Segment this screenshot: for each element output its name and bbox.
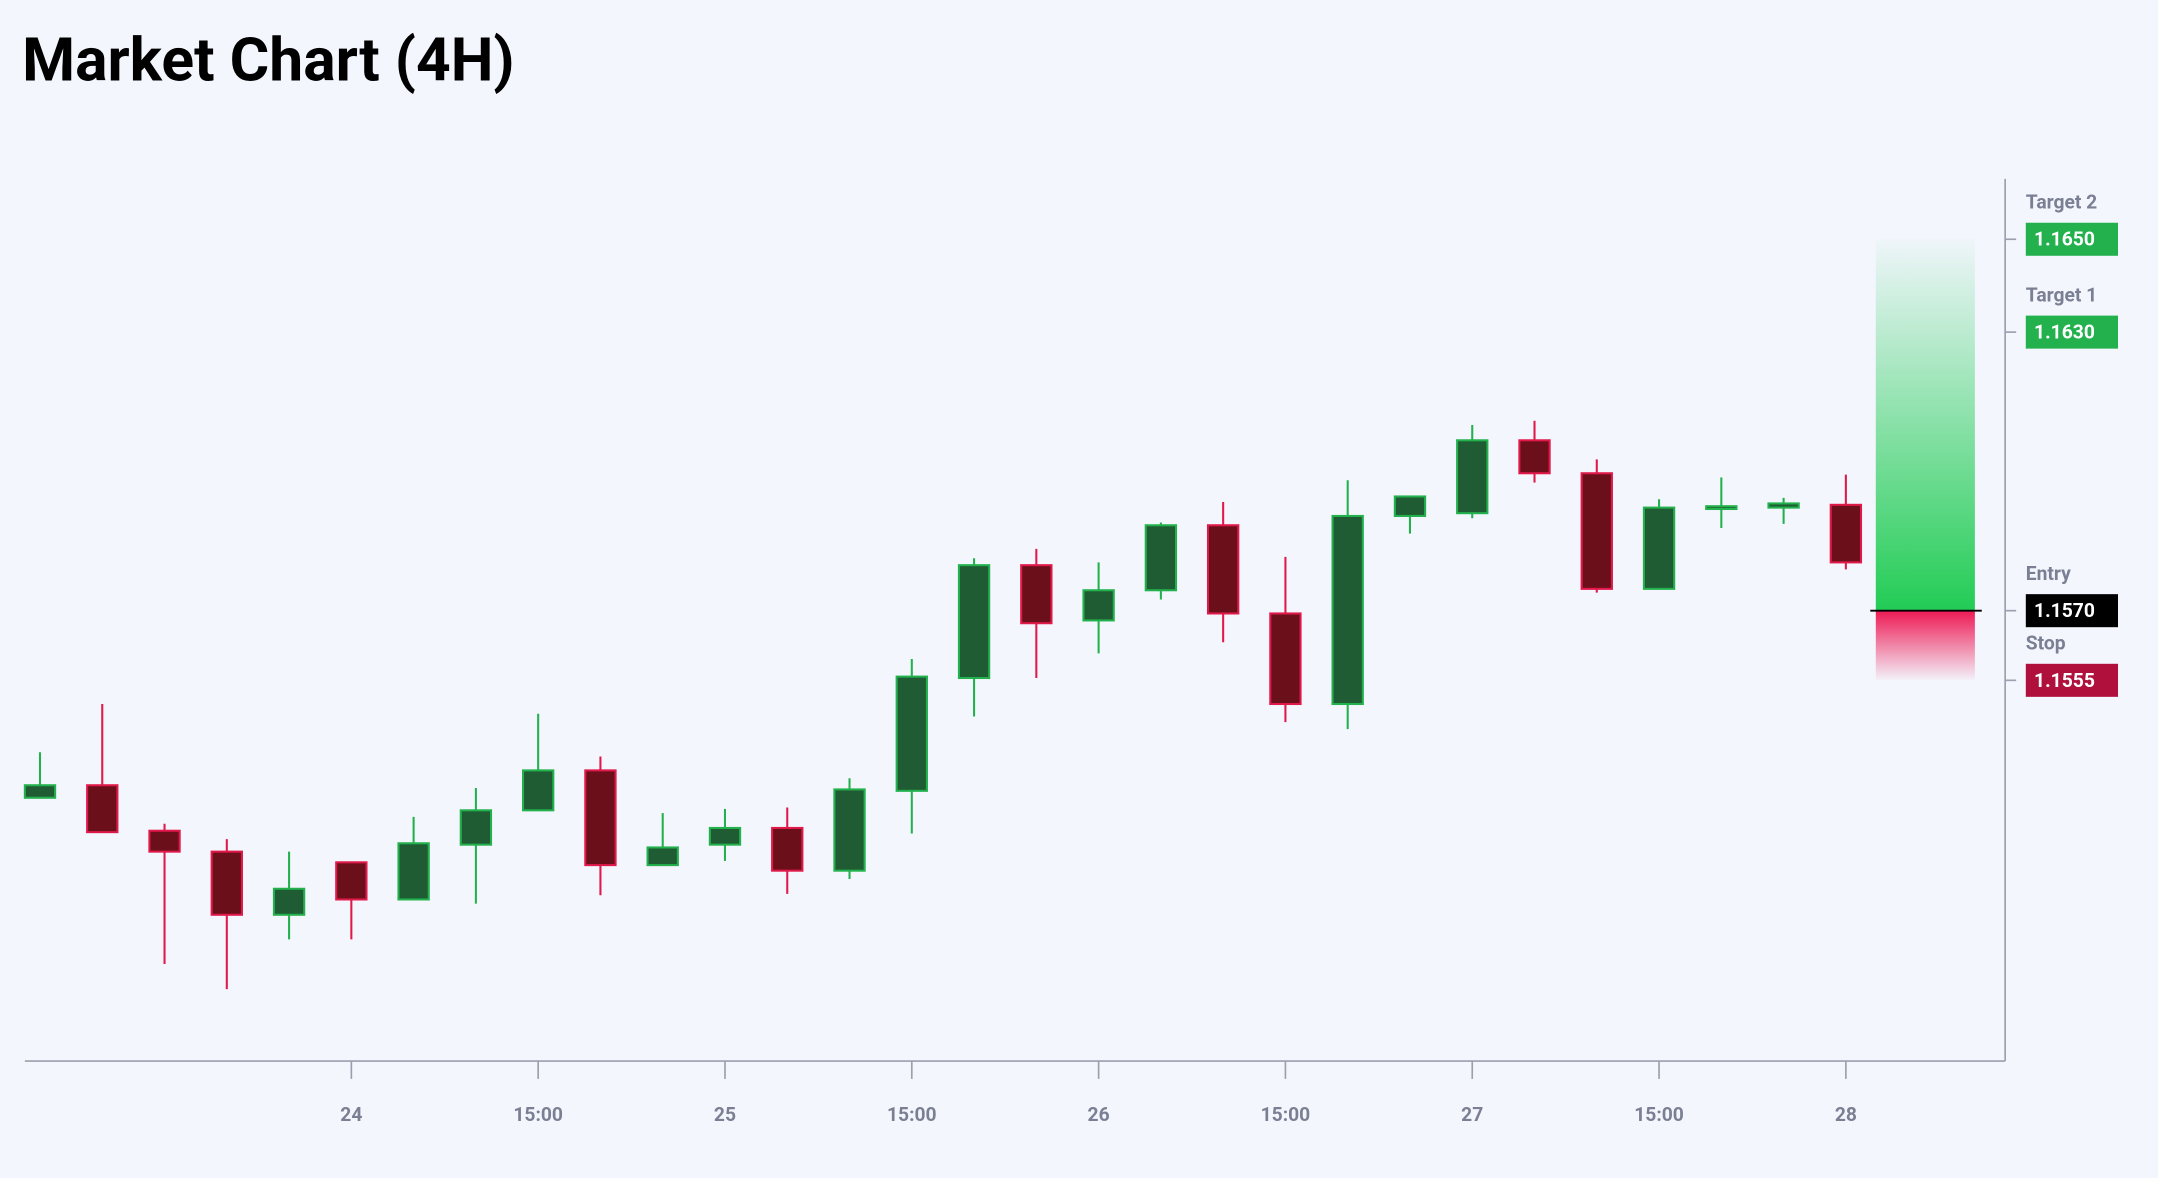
candle-body — [210, 850, 243, 916]
candle-body — [86, 784, 119, 834]
candle-body — [1829, 503, 1863, 564]
candle-body — [1082, 589, 1115, 622]
candle-body — [646, 846, 679, 867]
candle-body — [1456, 439, 1489, 515]
candle-body — [23, 784, 57, 799]
candle-body — [771, 826, 804, 872]
candle-body — [397, 842, 430, 901]
x-tick-label: 26 — [1088, 1103, 1110, 1126]
level-value: 1.1630 — [2034, 321, 2095, 344]
x-tick-label: 15:00 — [1634, 1103, 1684, 1126]
stop-zone — [1875, 610, 1975, 681]
candle-body — [335, 861, 368, 901]
candle-body — [272, 887, 306, 916]
level-badge — [2025, 222, 2119, 256]
candle-body — [833, 788, 866, 872]
level-name: Stop — [2026, 632, 2066, 655]
candle-body — [1020, 564, 1053, 625]
candle-body — [459, 809, 493, 846]
target-zone — [1875, 239, 1975, 611]
level-name: Target 1 — [2026, 283, 2097, 306]
level-badge — [2025, 315, 2119, 349]
x-tick-label: 27 — [1461, 1103, 1483, 1126]
candle-body — [895, 675, 928, 792]
x-tick-label: 28 — [1835, 1103, 1857, 1126]
x-tick-label: 15:00 — [1261, 1103, 1311, 1126]
candle-body — [1393, 495, 1427, 517]
candle-body — [957, 564, 991, 680]
candle-body — [1206, 524, 1240, 615]
candle-body — [708, 826, 742, 846]
x-tick-label: 15:00 — [887, 1103, 937, 1126]
candle-body — [1767, 502, 1800, 509]
chart-title: Market Chart (4H) — [22, 25, 515, 96]
candle-body — [1580, 472, 1613, 590]
level-badge — [2025, 594, 2119, 628]
candle-body — [584, 769, 617, 867]
level-value: 1.1570 — [2034, 599, 2095, 622]
candle-body — [1705, 505, 1738, 511]
level-value: 1.1555 — [2034, 669, 2095, 692]
x-tick-label: 25 — [714, 1103, 736, 1126]
candle-body — [1144, 524, 1178, 592]
level-name: Entry — [2026, 562, 2071, 585]
candle-body — [1269, 612, 1302, 706]
x-tick-label: 15:00 — [513, 1103, 563, 1126]
level-badge — [2025, 663, 2119, 697]
candle-body — [148, 829, 181, 853]
x-tick-label: 24 — [340, 1103, 362, 1126]
level-name: Target 2 — [2026, 191, 2097, 214]
candle-body — [1518, 439, 1551, 475]
level-value: 1.1650 — [2034, 228, 2095, 251]
candle-body — [521, 769, 555, 812]
candle-body — [1642, 506, 1676, 590]
candle-body — [1331, 514, 1364, 706]
